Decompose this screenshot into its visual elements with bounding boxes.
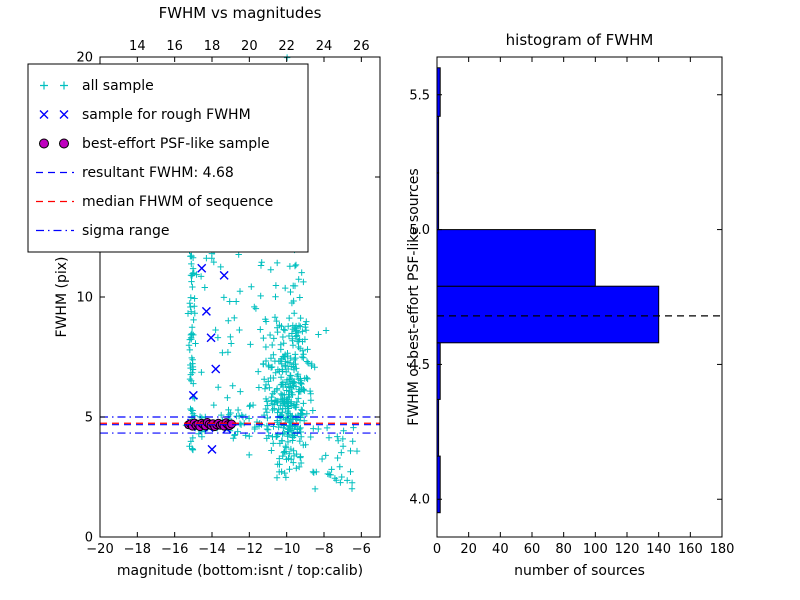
legend-label: best-effort PSF-like sample	[82, 136, 270, 152]
tick-label: 120	[615, 542, 640, 557]
tick-label: 140	[646, 542, 671, 557]
tick-label: −12	[236, 542, 263, 557]
tick-label: 4.0	[409, 493, 430, 508]
tick-label: 20	[241, 39, 258, 54]
tick-label: 160	[678, 542, 703, 557]
tick-label: 0	[85, 531, 93, 546]
legend-label: median FHWM of sequence	[82, 194, 273, 210]
tick-label: −16	[161, 542, 188, 557]
legend-label: sample for rough FWHM	[82, 107, 251, 123]
legend: all sample sample for rough FWHM best-effo…	[27, 63, 309, 253]
plus-marker-icon	[60, 81, 68, 90]
tick-label: 100	[583, 542, 608, 557]
x-marker-icon	[59, 110, 69, 119]
left-plot-xlabel: magnitude (bottom:isnt / top:calib)	[116, 563, 364, 579]
legend-label: resultant FWHM: 4.68	[82, 165, 234, 181]
legend-label: all sample	[82, 78, 154, 94]
right-plot-ylabel: FWHM of best-effort PSF-like sources	[406, 168, 422, 426]
legend-entry: sigma range	[36, 223, 169, 239]
circle-marker-icon	[59, 138, 69, 149]
legend-entry: resultant FWHM: 4.68	[36, 165, 234, 181]
tick-label: 20	[76, 51, 93, 66]
plus-marker-icon	[40, 81, 48, 90]
legend-entry: all sample	[40, 78, 154, 94]
tick-label: 5.5	[409, 88, 430, 103]
legend-label: sigma range	[82, 223, 169, 239]
tick-label: 22	[278, 39, 295, 54]
tick-label: 40	[492, 542, 509, 557]
sigma-range-lines	[100, 416, 380, 434]
tick-label: 80	[555, 542, 572, 557]
tick-label: 4.5	[409, 358, 430, 373]
right-plot-title: histogram of FWHM	[505, 31, 654, 49]
right-plot-tick-labels: 0 20 40 60 80 100 120 140 160 180 4.0 4.5 5.0 5.5	[409, 88, 734, 557]
circle-marker-icon	[39, 138, 49, 149]
tick-label: 20	[460, 542, 477, 557]
tick-label: 5	[85, 411, 93, 426]
tick-label: 60	[524, 542, 541, 557]
tick-label: −18	[124, 542, 151, 557]
legend-entry: median FHWM of sequence	[36, 194, 273, 210]
tick-label: 180	[710, 542, 735, 557]
tick-label: 16	[166, 39, 183, 54]
left-plot-title: FWHM vs magnitudes	[158, 4, 322, 22]
tick-label: −14	[198, 542, 225, 557]
tick-label: 0	[433, 542, 441, 557]
tick-label: 14	[129, 39, 146, 54]
tick-label: −10	[273, 542, 300, 557]
tick-label: 5.0	[409, 223, 430, 238]
x-marker-icon	[39, 110, 49, 119]
tick-label: 26	[353, 39, 370, 54]
right-plot-axes	[436, 56, 723, 538]
tick-label: −6	[352, 542, 371, 557]
legend-entry: best-effort PSF-like sample	[39, 136, 270, 152]
legend-entry: sample for rough FWHM	[39, 107, 251, 123]
left-plot-axes	[99, 56, 381, 538]
histogram-bars	[436, 67, 660, 514]
tick-label: 18	[204, 39, 221, 54]
tick-label: 10	[76, 291, 93, 306]
tick-label: −8	[314, 542, 333, 557]
right-plot-xlabel: number of sources	[514, 563, 645, 579]
left-plot-ylabel: FWHM (pix)	[54, 256, 70, 338]
tick-label: 24	[316, 39, 333, 54]
tick-label: −20	[86, 542, 113, 557]
